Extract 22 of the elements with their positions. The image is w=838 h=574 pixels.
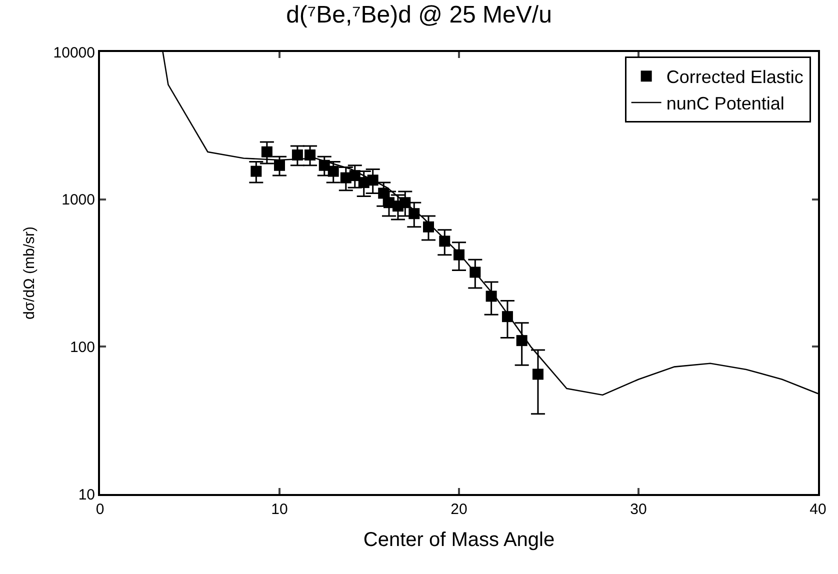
point <box>532 368 544 380</box>
x-tick-label: 40 <box>810 501 826 518</box>
point <box>274 160 285 171</box>
x-tick-label: 20 <box>450 501 468 518</box>
point <box>250 166 262 177</box>
x-tick-label: 10 <box>271 501 288 518</box>
point <box>378 188 390 199</box>
point <box>261 146 272 158</box>
x-tick-label: 30 <box>630 501 647 518</box>
point <box>422 221 434 232</box>
chart-title: d(⁷Be,⁷Be)d @ 25 MeV/u <box>286 2 552 29</box>
x-tick-label: 0 <box>96 501 104 518</box>
y-axis-title: dσ/dΩ (mb/sr) <box>21 226 38 320</box>
x-axis-title: Center of Mass Angle <box>363 529 555 551</box>
y-tick-label: 10000 <box>53 44 95 62</box>
point <box>328 166 339 177</box>
y-tick-label: 10 <box>78 486 95 504</box>
legend-label: Corrected Elastic <box>666 67 804 88</box>
y-tick-label: 100 <box>70 338 95 356</box>
legend-label: nunC Potential <box>666 94 784 114</box>
point <box>516 335 528 346</box>
y-tick-label: 1000 <box>62 192 95 209</box>
